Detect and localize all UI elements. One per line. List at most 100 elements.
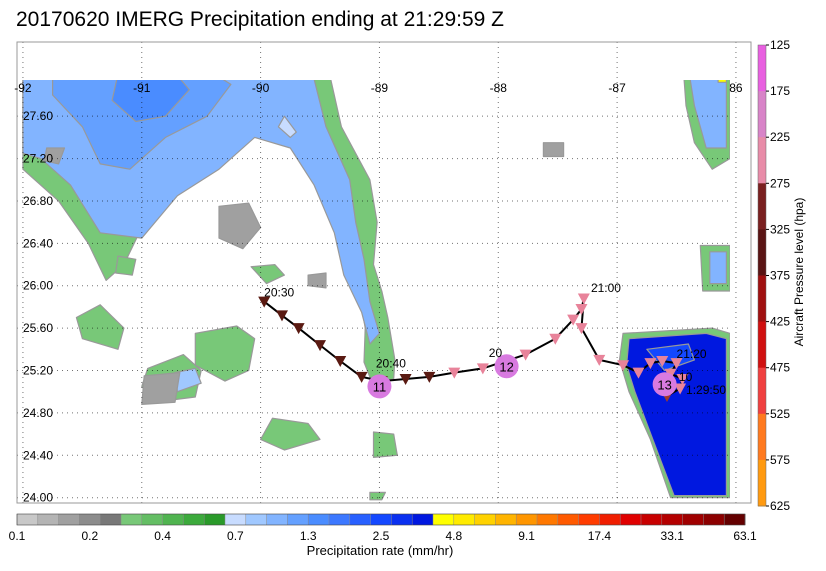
- precip-cells: [22, 80, 730, 501]
- pressure-colorbar-swatch: [758, 229, 766, 276]
- flight-track: 11 12 13 20:30 20:40 20 21:00 21:20 101:29:50: [258, 281, 726, 402]
- marker-label: 13: [657, 377, 671, 392]
- precip-cell: [689, 80, 728, 149]
- axis-labels: -92 -91 -90 -89 -88 -87 86 27.60 27.20 26.80 26.40…: [14, 81, 743, 505]
- precip-colorbar-swatch: [266, 514, 288, 525]
- y-tick-label: 24.40: [23, 448, 53, 462]
- precip-colorbar-swatch: [391, 514, 413, 525]
- track-point: [399, 374, 412, 386]
- precip-colorbar-swatch: [641, 514, 663, 525]
- precip-colorbar-swatch: [661, 514, 683, 525]
- precip-cell: [141, 372, 181, 405]
- track-point: [275, 310, 288, 322]
- time-label: 20:40: [376, 356, 406, 370]
- precip-colorbar-swatch: [141, 514, 163, 525]
- precip-colorbar-swatch: [121, 514, 143, 525]
- precip-colorbar-swatch: [537, 514, 559, 525]
- y-tick-label: 25.20: [23, 364, 53, 378]
- precip-colorbar-swatch: [433, 514, 455, 525]
- marker-label: 11: [373, 379, 387, 394]
- precip-colorbar-swatch: [349, 514, 371, 525]
- precip-colorbar-swatch: [620, 514, 642, 525]
- precip-colorbar-swatch: [370, 514, 392, 525]
- graticule: [17, 42, 737, 503]
- precip-cell: [260, 417, 321, 451]
- pressure-colorbar-label: 125: [770, 38, 790, 52]
- pressure-colorbar-label: 625: [770, 499, 790, 513]
- track-point: [292, 323, 305, 335]
- precip-colorbar-swatch: [183, 514, 205, 525]
- pressure-colorbar-swatch: [758, 413, 766, 461]
- pressure-colorbar-label: 575: [770, 453, 790, 467]
- precip-colorbar-swatch: [329, 514, 351, 525]
- precip-cell: [114, 255, 137, 276]
- precip-cell: [307, 272, 327, 289]
- precip-colorbar-tick-label: 0.2: [81, 529, 98, 543]
- track-point: [656, 355, 669, 367]
- pressure-colorbar-label: 475: [770, 361, 790, 375]
- track-point: [314, 340, 327, 352]
- precip-colorbar-swatch: [17, 514, 39, 525]
- track-point: [549, 333, 562, 345]
- precip-colorbar-tick-label: 9.1: [518, 529, 535, 543]
- precip-colorbar-swatch: [204, 514, 226, 525]
- track-point: [519, 349, 532, 361]
- x-tick-label: 86: [729, 81, 743, 95]
- precip-colorbar-tick-label: 33.1: [661, 529, 685, 543]
- precip-colorbar-swatch: [557, 514, 579, 525]
- x-tick-label: -88: [490, 81, 508, 95]
- precip-colorbar-tick-label: 0.1: [9, 529, 26, 543]
- pressure-colorbar-label: 525: [770, 407, 790, 421]
- track-point: [448, 367, 461, 379]
- track-point: [593, 354, 606, 366]
- precip-cell: [111, 80, 190, 123]
- track-point: [632, 367, 645, 379]
- pressure-colorbar-label: 425: [770, 315, 790, 329]
- track-point: [575, 304, 588, 316]
- precip-colorbar-swatch: [308, 514, 330, 525]
- y-tick-label: 26.80: [23, 194, 53, 208]
- time-label: 21:00: [591, 281, 621, 295]
- y-tick-label: 26.00: [23, 279, 53, 293]
- track-point: [476, 363, 489, 375]
- precip-colorbar-swatch: [682, 514, 704, 525]
- pressure-colorbar-label: Aircraft Pressure level (hpa): [792, 198, 806, 347]
- track-point: [644, 358, 657, 370]
- x-tick-label: -92: [14, 81, 32, 95]
- track-point: [577, 293, 590, 305]
- track-point: [567, 314, 580, 326]
- precip-colorbar-swatch: [162, 514, 184, 525]
- precip-colorbar-swatch: [453, 514, 475, 525]
- x-tick-label: -89: [371, 81, 389, 95]
- pressure-colorbar-swatch: [758, 137, 766, 184]
- precip-cell: [646, 343, 696, 372]
- track-point: [334, 355, 347, 367]
- pressure-colorbar-swatch: [758, 321, 766, 369]
- pressure-colorbar-swatch: [758, 91, 766, 138]
- precip-cell: [717, 80, 728, 83]
- pressure-colorbar-swatch: [758, 459, 766, 507]
- precip-colorbar-frame: [16, 513, 746, 526]
- precip-colorbar-tick-label: 2.5: [373, 529, 390, 543]
- x-tick-label: -91: [133, 81, 151, 95]
- precip-cell: [75, 304, 125, 350]
- marker-circle: [494, 354, 519, 379]
- precip-colorbar-tick-label: 17.4: [588, 529, 612, 543]
- precip-colorbar-swatch: [100, 514, 122, 525]
- track-point: [575, 323, 588, 335]
- time-label: 10: [679, 370, 693, 384]
- precip-cell: [43, 147, 66, 165]
- track-point: [670, 358, 683, 370]
- precip-cell: [369, 491, 386, 501]
- marker-circle: [652, 372, 677, 397]
- precip-colorbar: 0.1 0.2 0.4 0.7 1.3 2.5 4.8 9.1 17.4 33.1 63.1: [9, 513, 757, 543]
- precip-cell: [218, 202, 262, 250]
- marker-label: 12: [499, 359, 513, 374]
- precip-colorbar-tick-label: 1.3: [300, 529, 317, 543]
- pressure-colorbar-label: 225: [770, 130, 790, 144]
- y-tick-label: 27.60: [23, 109, 53, 123]
- x-tick-label: -90: [252, 81, 270, 95]
- precip-cell: [542, 142, 565, 158]
- precip-colorbar-swatch: [474, 514, 496, 525]
